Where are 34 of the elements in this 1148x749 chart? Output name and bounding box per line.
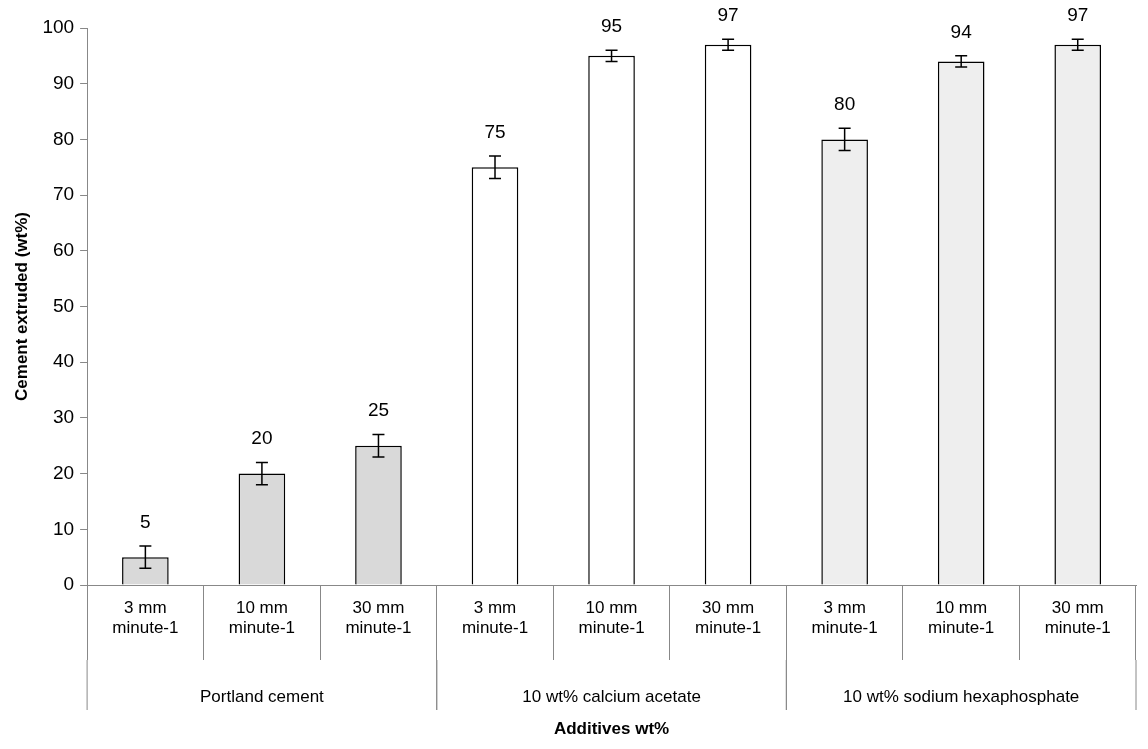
data-label: 75 (484, 120, 506, 142)
y-tick-label: 70 (52, 183, 75, 205)
text: 10 wt% sodium hexaphosphate (843, 686, 1080, 706)
y-tick-label: 90 (52, 71, 75, 93)
y-tick-label: 30 (52, 406, 75, 428)
y-tick-label: 50 (52, 294, 75, 316)
data-label: 20 (251, 427, 273, 449)
data-label: 5 (140, 510, 151, 532)
x-tick-label: 3 mm minute-1 (461, 597, 529, 638)
y-tick-label: 10 (52, 517, 75, 539)
x-axis-title: Additives wt% (553, 718, 670, 738)
y-tick-label: 100 (42, 16, 75, 38)
x-tick-label: 10 mm minute-1 (928, 597, 995, 638)
data-label: 95 (600, 15, 623, 37)
y-tick-label: 60 (52, 239, 75, 261)
data-label: 97 (1067, 3, 1089, 25)
y-axis-title: Cement extruded (wt%) (11, 212, 31, 401)
x-tick-label: 30 mm minute-1 (1044, 597, 1111, 638)
y-tick-label: 40 (52, 350, 75, 372)
x-tick-label: 3 mm minute-1 (112, 597, 179, 638)
data-label: 80 (834, 92, 856, 114)
data-label: 25 (367, 399, 390, 421)
y-tick-label: 80 (52, 127, 75, 149)
data-label: 94 (950, 20, 973, 42)
data-label: 97 (717, 3, 739, 25)
y-tick-label: 0 (63, 573, 75, 595)
x-tick-label: 30 mm minute-1 (695, 597, 762, 638)
x-tick-label: 10 mm minute-1 (578, 597, 645, 638)
x-tick-label: 30 mm minute-1 (345, 597, 412, 638)
x-tick-label: 3 mm minute-1 (811, 597, 878, 638)
text: 10 wt% calcium acetate (522, 686, 701, 706)
text: Portland cement (200, 686, 325, 706)
x-tick-label: 10 mm minute-1 (228, 597, 295, 638)
y-tick-label: 20 (52, 461, 75, 483)
